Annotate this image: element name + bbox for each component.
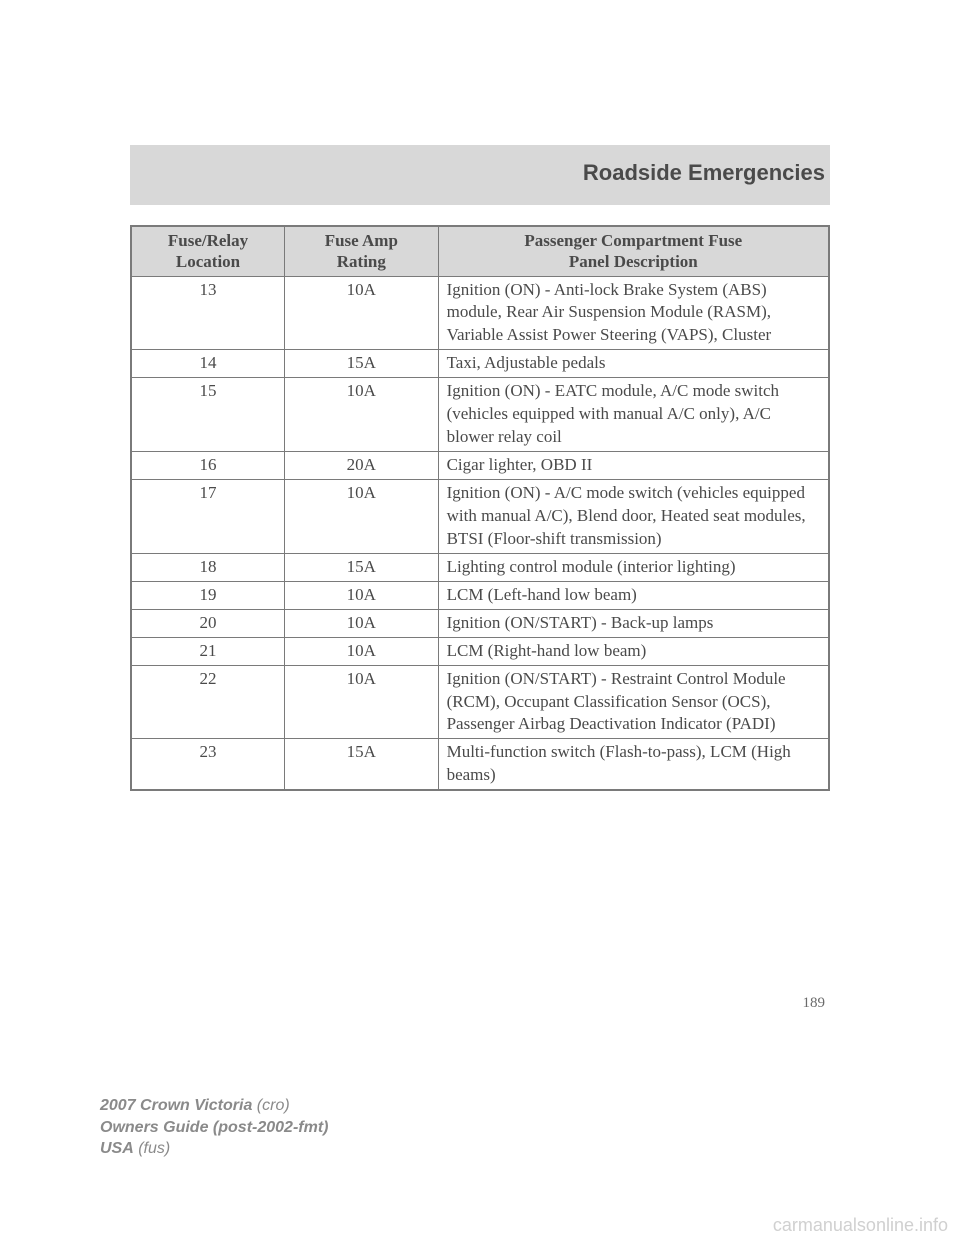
cell-amp: 10A (285, 665, 439, 739)
cell-location: 21 (131, 637, 285, 665)
header-text: Fuse/Relay (168, 231, 248, 250)
table-row: 2010AIgnition (ON/START) - Back-up lamps (131, 609, 829, 637)
cell-amp: 15A (285, 739, 439, 790)
section-title: Roadside Emergencies (583, 160, 825, 186)
table-row: 2315AMulti-function switch (Flash-to-pas… (131, 739, 829, 790)
table-row: 2110ALCM (Right-hand low beam) (131, 637, 829, 665)
cell-description: Lighting control module (interior lighti… (438, 553, 829, 581)
cell-description: Ignition (ON/START) - Back-up lamps (438, 609, 829, 637)
table-row: 1510AIgnition (ON) - EATC module, A/C mo… (131, 378, 829, 452)
cell-location: 16 (131, 452, 285, 480)
cell-description: Ignition (ON/START) - Restraint Control … (438, 665, 829, 739)
watermark: carmanualsonline.info (773, 1215, 948, 1236)
cell-description: Ignition (ON) - EATC module, A/C mode sw… (438, 378, 829, 452)
footer-line-1: 2007 Crown Victoria (cro) (100, 1095, 328, 1117)
cell-location: 19 (131, 581, 285, 609)
cell-amp: 10A (285, 480, 439, 554)
footer-region: USA (100, 1140, 134, 1157)
header-text: Rating (337, 252, 386, 271)
table-row: 1710AIgnition (ON) - A/C mode switch (ve… (131, 480, 829, 554)
cell-amp: 10A (285, 276, 439, 350)
cell-description: Cigar lighter, OBD II (438, 452, 829, 480)
cell-location: 22 (131, 665, 285, 739)
table-row: 1310AIgnition (ON) - Anti-lock Brake Sys… (131, 276, 829, 350)
cell-amp: 10A (285, 609, 439, 637)
header-amp: Fuse Amp Rating (285, 226, 439, 276)
cell-description: Ignition (ON) - Anti-lock Brake System (… (438, 276, 829, 350)
cell-description: Taxi, Adjustable pedals (438, 350, 829, 378)
cell-amp: 20A (285, 452, 439, 480)
cell-location: 14 (131, 350, 285, 378)
cell-description: LCM (Left-hand low beam) (438, 581, 829, 609)
cell-location: 13 (131, 276, 285, 350)
page-number: 189 (803, 995, 826, 1012)
cell-amp: 10A (285, 581, 439, 609)
cell-location: 18 (131, 553, 285, 581)
cell-description: Ignition (ON) - A/C mode switch (vehicle… (438, 480, 829, 554)
header-description: Passenger Compartment Fuse Panel Descrip… (438, 226, 829, 276)
cell-amp: 15A (285, 553, 439, 581)
table-body: 1310AIgnition (ON) - Anti-lock Brake Sys… (131, 276, 829, 790)
header-text: Fuse Amp (325, 231, 398, 250)
cell-description: LCM (Right-hand low beam) (438, 637, 829, 665)
header-text: Panel Description (569, 252, 698, 271)
footer-model: 2007 Crown Victoria (100, 1097, 252, 1114)
table-row: 1620ACigar lighter, OBD II (131, 452, 829, 480)
footer-code: (cro) (252, 1097, 289, 1114)
table-header-row: Fuse/Relay Location Fuse Amp Rating Pass… (131, 226, 829, 276)
footer-code: (fus) (134, 1140, 170, 1157)
table-row: 1910ALCM (Left-hand low beam) (131, 581, 829, 609)
footer: 2007 Crown Victoria (cro) Owners Guide (… (100, 1095, 328, 1160)
header-text: Location (176, 252, 240, 271)
cell-location: 23 (131, 739, 285, 790)
header-location: Fuse/Relay Location (131, 226, 285, 276)
table-row: 2210AIgnition (ON/START) - Restraint Con… (131, 665, 829, 739)
cell-amp: 10A (285, 378, 439, 452)
cell-amp: 10A (285, 637, 439, 665)
fuse-table: Fuse/Relay Location Fuse Amp Rating Pass… (130, 225, 830, 791)
cell-location: 17 (131, 480, 285, 554)
cell-description: Multi-function switch (Flash-to-pass), L… (438, 739, 829, 790)
table-row: 1815ALighting control module (interior l… (131, 553, 829, 581)
cell-amp: 15A (285, 350, 439, 378)
cell-location: 15 (131, 378, 285, 452)
cell-location: 20 (131, 609, 285, 637)
footer-line-3: USA (fus) (100, 1138, 328, 1160)
footer-line-2: Owners Guide (post-2002-fmt) (100, 1117, 328, 1139)
table-row: 1415ATaxi, Adjustable pedals (131, 350, 829, 378)
header-text: Passenger Compartment Fuse (524, 231, 742, 250)
